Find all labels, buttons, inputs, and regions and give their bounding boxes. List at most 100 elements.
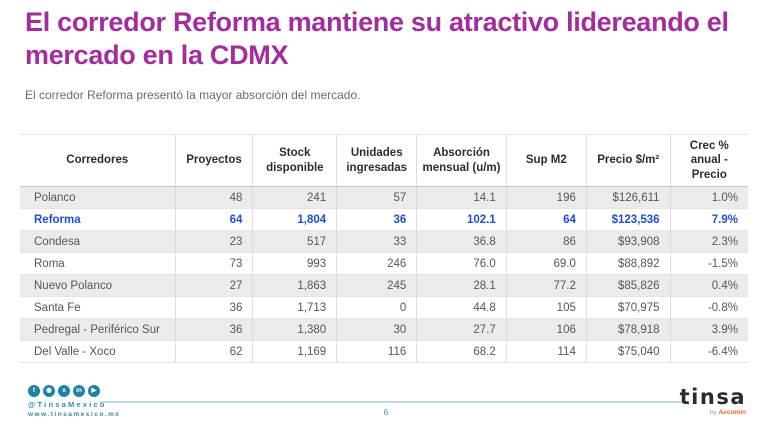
cell-absorcion: 102.1: [416, 208, 507, 232]
cell-supm2: 114: [505, 340, 587, 364]
cell-unidades: 0: [336, 296, 417, 320]
cell-crecimiento: -6.4%: [669, 340, 748, 364]
cell-supm2: 105: [505, 296, 587, 320]
tinsa-logo: tinsa by Accumin: [679, 385, 746, 417]
table-row-pedregal: Pedregal - Periférico Sur 36 1,380 30 27…: [20, 318, 748, 342]
cell-crecimiento: 2.3%: [669, 230, 748, 254]
column-header-corredores: Corredores: [20, 133, 176, 188]
cell-absorcion: 36.8: [416, 230, 507, 254]
cell-unidades: 30: [336, 318, 417, 342]
cell-corredor: Polanco: [20, 186, 176, 210]
twitter-icon[interactable]: x: [58, 385, 70, 397]
cell-precio: $85,826: [585, 274, 671, 298]
social-handle: @TinsaMexico: [28, 400, 107, 409]
cell-supm2: 86: [505, 230, 587, 254]
cell-precio: $78,918: [585, 318, 671, 342]
cell-proyectos: 23: [174, 230, 253, 254]
column-header-precio: Precio $/m²: [585, 133, 671, 188]
corridors-table-container: Corredores Proyectos Stock disponible Un…: [20, 133, 748, 364]
cell-crecimiento: 7.9%: [669, 208, 748, 232]
cell-stock: 241: [252, 186, 337, 210]
cell-corredor: Condesa: [20, 230, 176, 254]
cell-proyectos: 62: [174, 340, 253, 364]
cell-unidades: 246: [336, 252, 417, 276]
cell-absorcion: 28.1: [416, 274, 507, 298]
cell-stock: 517: [252, 230, 337, 254]
tinsa-logo-byline: by Accumin: [680, 409, 746, 416]
page-title: El corredor Reforma mantiene su atractiv…: [25, 7, 729, 71]
cell-crecimiento: 1.0%: [669, 186, 748, 210]
cell-precio: $126,611: [585, 186, 671, 210]
column-header-unidades: Unidades ingresadas: [336, 133, 417, 188]
column-header-absorcion: Absorción mensual (u/m): [416, 133, 507, 188]
corridors-table: Corredores Proyectos Stock disponible Un…: [20, 133, 748, 364]
youtube-icon[interactable]: ▶: [88, 385, 100, 397]
cell-supm2: 106: [505, 318, 587, 342]
cell-unidades: 245: [336, 274, 417, 298]
cell-supm2: 64: [505, 208, 587, 232]
cell-corredor: Pedregal - Periférico Sur: [20, 318, 176, 342]
facebook-icon[interactable]: f: [28, 385, 40, 397]
table-row-santa-fe: Santa Fe 36 1,713 0 44.8 105 $70,975 -0.…: [20, 296, 748, 320]
tinsa-logo-text: tinsa: [679, 385, 746, 409]
slide-subtitle: El corredor Reforma presentó la mayor ab…: [25, 88, 361, 102]
column-header-crecimiento: Crec % anual - Precio: [669, 133, 748, 188]
cell-absorcion: 76.0: [416, 252, 507, 276]
cell-proyectos: 48: [174, 186, 253, 210]
cell-proyectos: 73: [174, 252, 253, 276]
instagram-icon[interactable]: ◉: [43, 385, 55, 397]
cell-crecimiento: 3.9%: [669, 318, 748, 342]
cell-unidades: 116: [336, 340, 417, 364]
cell-precio: $88,892: [585, 252, 671, 276]
cell-stock: 1,863: [252, 274, 337, 298]
cell-unidades: 36: [336, 208, 417, 232]
cell-unidades: 57: [336, 186, 417, 210]
cell-corredor: Del Valle - Xoco: [20, 340, 176, 364]
cell-crecimiento: -1.5%: [669, 252, 748, 276]
table-row-nuevo-polanco: Nuevo Polanco 27 1,863 245 28.1 77.2 $85…: [20, 274, 748, 298]
cell-stock: 993: [252, 252, 337, 276]
cell-corredor: Nuevo Polanco: [20, 274, 176, 298]
logo-accumin-label: Accumin: [718, 409, 746, 416]
table-header-row: Corredores Proyectos Stock disponible Un…: [20, 133, 748, 188]
social-icons-row: f ◉ x in ▶: [28, 385, 100, 397]
cell-corredor: Reforma: [20, 208, 176, 232]
cell-stock: 1,804: [252, 208, 337, 232]
website-url[interactable]: www.tinsamexico.mx: [28, 411, 121, 418]
cell-proyectos: 36: [174, 296, 253, 320]
table-row-condesa: Condesa 23 517 33 36.8 86 $93,908 2.3%: [20, 230, 748, 254]
cell-absorcion: 14.1: [416, 186, 507, 210]
linkedin-icon[interactable]: in: [73, 385, 85, 397]
cell-corredor: Roma: [20, 252, 176, 276]
table-row-del-valle: Del Valle - Xoco 62 1,169 116 68.2 114 $…: [20, 340, 748, 364]
column-header-supm2: Sup M2: [505, 133, 587, 188]
cell-crecimiento: 0.4%: [669, 274, 748, 298]
cell-absorcion: 68.2: [416, 340, 507, 364]
table-row-roma: Roma 73 993 246 76.0 69.0 $88,892 -1.5%: [20, 252, 748, 276]
cell-supm2: 196: [505, 186, 587, 210]
cell-precio: $70,975: [585, 296, 671, 320]
table-row-polanco: Polanco 48 241 57 14.1 196 $126,611 1.0%: [20, 186, 748, 210]
table-row-reforma: Reforma 64 1,804 36 102.1 64 $123,536 7.…: [20, 208, 748, 232]
cell-crecimiento: -0.8%: [669, 296, 748, 320]
column-header-proyectos: Proyectos: [174, 133, 253, 188]
cell-unidades: 33: [336, 230, 417, 254]
cell-absorcion: 44.8: [416, 296, 507, 320]
cell-precio: $93,908: [585, 230, 671, 254]
cell-stock: 1,713: [252, 296, 337, 320]
cell-proyectos: 64: [174, 208, 253, 232]
cell-proyectos: 36: [174, 318, 253, 342]
cell-stock: 1,380: [252, 318, 337, 342]
cell-corredor: Santa Fe: [20, 296, 176, 320]
cell-proyectos: 27: [174, 274, 253, 298]
column-header-stock: Stock disponible: [252, 133, 337, 188]
cell-precio: $75,040: [585, 340, 671, 364]
logo-by-label: by: [709, 409, 717, 416]
cell-stock: 1,169: [252, 340, 337, 364]
cell-precio: $123,536: [585, 208, 671, 232]
cell-supm2: 69.0: [505, 252, 587, 276]
footer-divider: [100, 401, 688, 403]
page-number: 6: [383, 408, 389, 417]
cell-absorcion: 27.7: [416, 318, 507, 342]
